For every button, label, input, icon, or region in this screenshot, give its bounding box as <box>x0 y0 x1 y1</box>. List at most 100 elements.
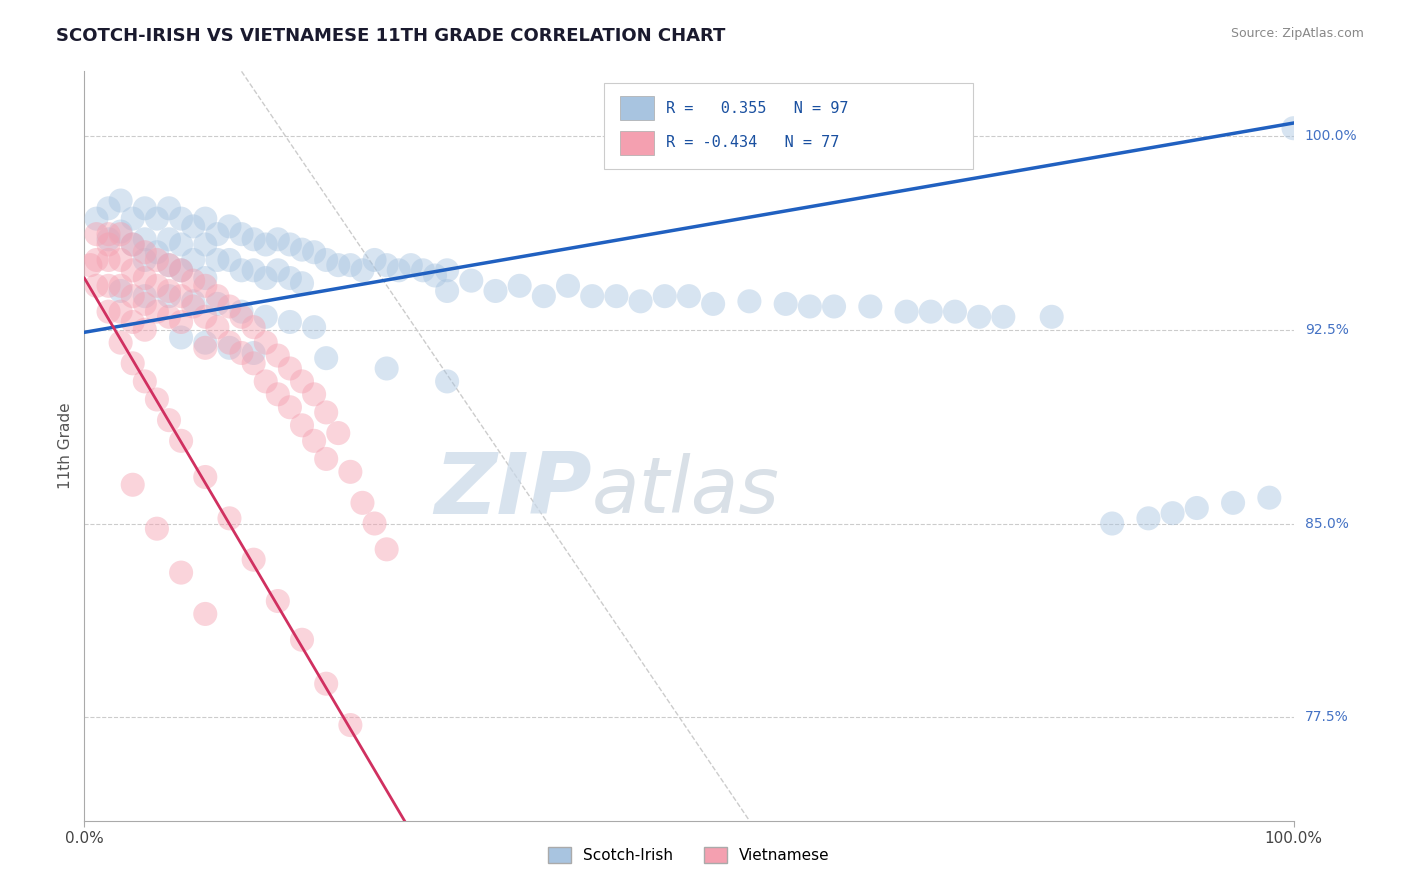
Point <box>207 297 229 311</box>
Point <box>254 335 277 350</box>
Point <box>254 237 277 252</box>
Point <box>1161 506 1184 520</box>
Point <box>121 289 143 303</box>
Point <box>218 252 240 267</box>
Text: 92.5%: 92.5% <box>1305 323 1348 337</box>
Point <box>134 245 156 260</box>
Point <box>146 522 169 536</box>
Point <box>581 289 603 303</box>
Point <box>157 284 180 298</box>
Point <box>218 511 240 525</box>
Point <box>267 349 290 363</box>
Point <box>254 310 277 324</box>
Point <box>302 434 325 448</box>
FancyBboxPatch shape <box>620 130 654 154</box>
Text: R = -0.434   N = 77: R = -0.434 N = 77 <box>666 135 839 150</box>
Point <box>121 211 143 226</box>
Point <box>1101 516 1123 531</box>
Point <box>302 245 325 260</box>
Point <box>315 351 337 366</box>
Point <box>134 252 156 267</box>
Point <box>207 252 229 267</box>
Point <box>110 304 132 318</box>
Point <box>207 227 229 241</box>
Point <box>194 607 217 621</box>
Point <box>218 219 240 234</box>
Point <box>896 304 918 318</box>
Point <box>110 278 132 293</box>
Point <box>328 426 350 441</box>
Point <box>194 470 217 484</box>
Point <box>339 465 361 479</box>
Point <box>242 356 264 370</box>
Point <box>181 294 204 309</box>
Point <box>194 278 217 293</box>
Point <box>363 252 385 267</box>
Point <box>967 310 990 324</box>
Point <box>278 401 301 415</box>
Point <box>738 294 761 309</box>
Point <box>121 263 143 277</box>
Point <box>97 227 120 241</box>
Point <box>170 566 193 580</box>
Point <box>134 323 156 337</box>
Point <box>291 375 314 389</box>
Point <box>315 676 337 690</box>
Point <box>267 232 290 246</box>
Point <box>170 211 193 226</box>
Point <box>170 289 193 303</box>
Point <box>146 392 169 407</box>
Point <box>110 335 132 350</box>
Point <box>242 346 264 360</box>
Point <box>181 274 204 288</box>
Point <box>181 252 204 267</box>
Point <box>291 632 314 647</box>
Point <box>218 341 240 355</box>
Point <box>121 356 143 370</box>
Point <box>859 300 882 314</box>
Point <box>339 258 361 272</box>
Point <box>605 289 627 303</box>
Point <box>1040 310 1063 324</box>
Point <box>121 315 143 329</box>
Point <box>181 219 204 234</box>
Point <box>267 387 290 401</box>
Point <box>278 315 301 329</box>
Point <box>943 304 966 318</box>
Point <box>799 300 821 314</box>
Point <box>328 258 350 272</box>
Point <box>630 294 652 309</box>
Point <box>436 375 458 389</box>
Point <box>207 320 229 334</box>
Point <box>170 237 193 252</box>
Point <box>134 232 156 246</box>
Point <box>363 516 385 531</box>
Point <box>557 278 579 293</box>
Point <box>79 258 101 272</box>
Point <box>231 227 253 241</box>
Point <box>146 245 169 260</box>
Point <box>920 304 942 318</box>
Point <box>352 496 374 510</box>
Point <box>654 289 676 303</box>
Point <box>97 202 120 216</box>
Point <box>194 335 217 350</box>
Y-axis label: 11th Grade: 11th Grade <box>58 402 73 490</box>
Point <box>134 375 156 389</box>
Point <box>231 310 253 324</box>
Point <box>110 227 132 241</box>
Point <box>134 271 156 285</box>
Point <box>170 315 193 329</box>
Point <box>436 284 458 298</box>
Point <box>134 289 156 303</box>
Point <box>86 252 108 267</box>
Point <box>86 278 108 293</box>
Point <box>157 258 180 272</box>
Point <box>823 300 845 314</box>
Point <box>267 263 290 277</box>
Point <box>146 211 169 226</box>
Point <box>170 263 193 277</box>
Point <box>1258 491 1281 505</box>
Point <box>436 263 458 277</box>
Point <box>375 258 398 272</box>
